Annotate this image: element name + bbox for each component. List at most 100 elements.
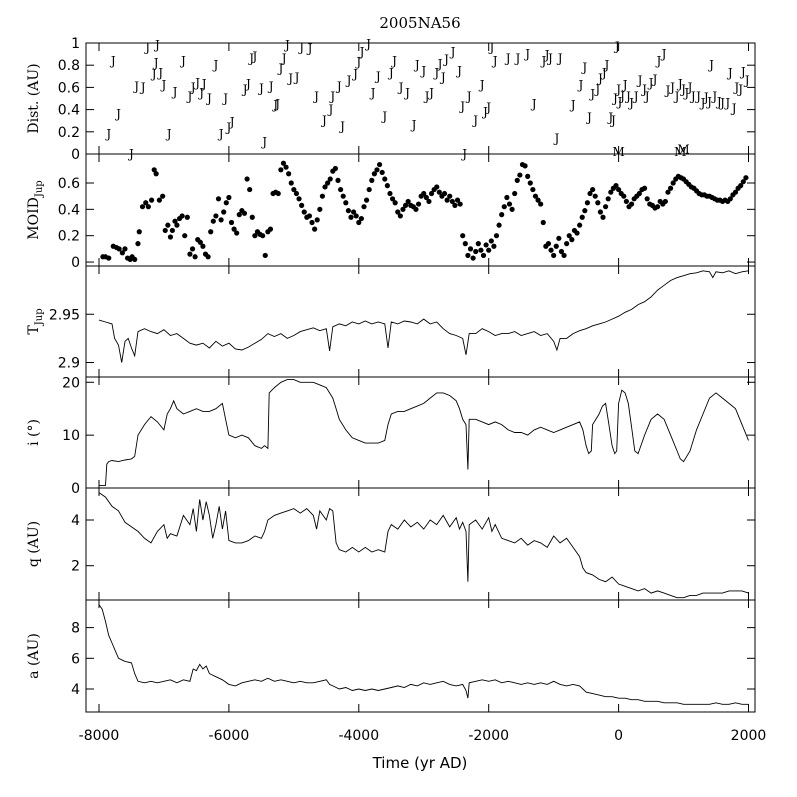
- moid-point: [564, 241, 570, 247]
- moid-point: [376, 161, 383, 168]
- moid-point: [595, 200, 601, 206]
- moid-point: [184, 214, 190, 220]
- jupiter-encounter-mark: J: [739, 65, 746, 79]
- y-axis-label-moid: MOIDJup: [26, 180, 45, 239]
- moid-point: [475, 241, 481, 247]
- moid-point: [247, 186, 253, 193]
- jupiter-encounter-mark: J: [260, 135, 267, 149]
- moid-point: [366, 186, 372, 193]
- jupiter-encounter-mark: J: [455, 64, 462, 78]
- moid-point: [436, 189, 442, 195]
- moid-point: [423, 194, 429, 201]
- moid-point: [371, 171, 377, 177]
- jupiter-encounter-mark: J: [193, 76, 200, 90]
- moid-point: [486, 247, 492, 253]
- moid-point: [319, 193, 326, 199]
- moid-point: [517, 172, 523, 178]
- moid-point: [493, 233, 500, 239]
- jupiter-encounter-mark: J: [609, 114, 616, 128]
- moid-point: [267, 226, 274, 232]
- moid-point: [644, 196, 650, 202]
- moid-point: [213, 213, 219, 219]
- y-axis-label-main: i (°): [26, 419, 42, 446]
- moid-point: [636, 190, 642, 197]
- jupiter-encounter-mark: J: [606, 110, 613, 124]
- series-line-q: [98, 492, 749, 599]
- moid-point: [587, 190, 593, 197]
- jupiter-encounter-mark: J: [673, 89, 680, 103]
- y-axis-label-main: T: [26, 325, 42, 335]
- moid-point: [236, 212, 242, 218]
- moid-point: [215, 196, 222, 202]
- moid-point: [278, 167, 284, 173]
- jupiter-encounter-mark: J: [143, 40, 150, 54]
- jupiter-encounter-mark: J: [432, 66, 439, 80]
- moid-point: [488, 238, 494, 244]
- moid-point: [426, 198, 432, 205]
- panel-frame: [85, 487, 756, 601]
- moid-point: [525, 173, 531, 179]
- jupiter-encounter-mark: J: [543, 48, 550, 62]
- moid-point: [369, 177, 375, 183]
- jupiter-encounter-mark: J: [387, 66, 394, 80]
- jupiter-encounter-mark: J: [481, 105, 488, 119]
- moid-point: [210, 218, 216, 224]
- moid-point: [306, 213, 313, 219]
- jupiter-encounter-mark: J: [250, 49, 257, 63]
- moid-point: [662, 198, 668, 205]
- jupiter-encounter-mark: J: [523, 47, 530, 61]
- moid-point: [280, 160, 287, 166]
- jupiter-encounter-mark: J: [257, 82, 264, 96]
- moid-point: [454, 197, 461, 203]
- moid-point: [540, 219, 546, 226]
- jupiter-encounter-mark: J: [504, 52, 511, 66]
- moid-point: [160, 193, 166, 199]
- jupiter-encounter-mark: J: [351, 67, 358, 81]
- moid-point: [569, 237, 575, 243]
- jupiter-encounter-mark: J: [326, 103, 333, 117]
- moid-point: [460, 233, 466, 239]
- moid-point: [478, 247, 484, 253]
- jupiter-encounter-mark: J: [618, 89, 625, 103]
- jupiter-encounter-mark: J: [707, 58, 714, 72]
- moid-point: [397, 213, 403, 219]
- moid-point: [530, 186, 536, 193]
- moid-point: [335, 177, 341, 183]
- jupiter-encounter-mark: J: [280, 52, 287, 66]
- moid-point: [358, 215, 364, 222]
- moid-point: [462, 241, 468, 247]
- moid-point: [301, 209, 307, 215]
- y-tick-label: 2.95: [49, 307, 80, 323]
- jupiter-encounter-mark: J: [436, 57, 443, 71]
- jupiter-encounter-mark: J: [312, 89, 319, 103]
- jupiter-encounter-mark: J: [723, 96, 730, 110]
- jupiter-encounter-mark: J: [244, 77, 251, 91]
- moid-point: [226, 194, 232, 201]
- y-tick-label: 0: [71, 147, 80, 163]
- jupiter-encounter-mark: J: [668, 80, 675, 94]
- y-tick-label: 0.4: [58, 202, 80, 218]
- y-tick-label: 6: [71, 651, 80, 667]
- x-tick-label: -4000: [338, 728, 379, 744]
- moid-point: [467, 246, 474, 252]
- jupiter-encounter-mark: J: [228, 115, 235, 129]
- jupiter-encounter-mark: J: [478, 78, 485, 92]
- moid-point: [608, 189, 614, 195]
- moid-point: [670, 180, 676, 186]
- jupiter-encounter-mark: J: [271, 98, 278, 112]
- moid-point: [343, 200, 349, 206]
- moid-point: [252, 233, 258, 239]
- jupiter-encounter-mark: J: [283, 38, 290, 52]
- jupiter-encounter-mark: J: [423, 89, 430, 103]
- moid-point: [447, 193, 453, 199]
- jupiter-encounter-mark: J: [585, 110, 592, 124]
- jupiter-encounter-mark: J: [458, 99, 465, 113]
- moid-point: [223, 200, 229, 206]
- jupiter-encounter-mark: J: [364, 37, 371, 51]
- jupiter-encounter-mark: J: [588, 87, 595, 101]
- jupiter-encounter-mark: J: [664, 84, 671, 98]
- jupiter-encounter-mark: J: [726, 66, 733, 80]
- moid-point: [413, 206, 419, 212]
